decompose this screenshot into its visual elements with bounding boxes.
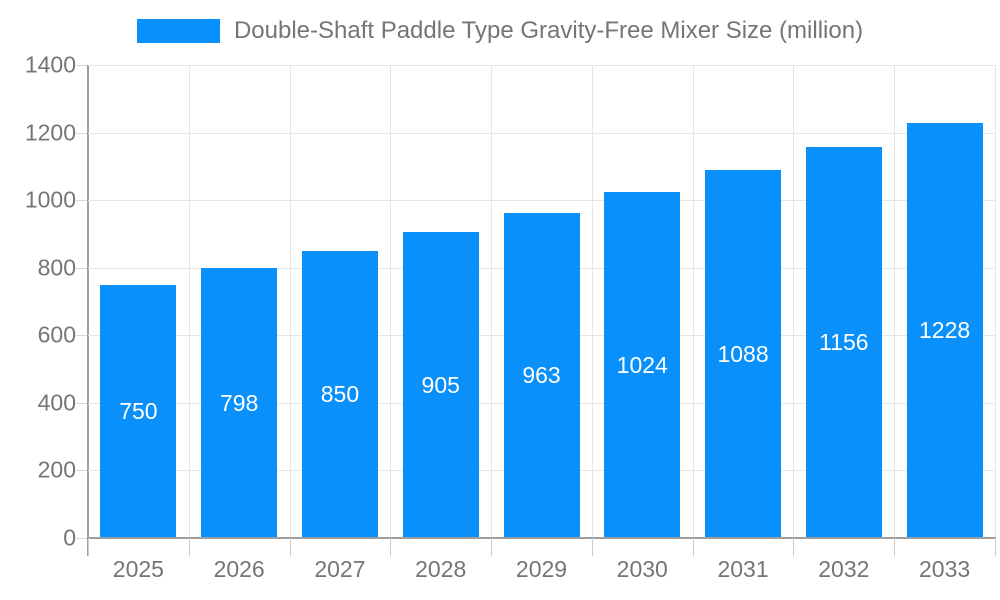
x-axis-tick-label: 2033 xyxy=(919,556,971,582)
x-axis-tick-label: 2028 xyxy=(415,556,467,582)
x-axis-tick xyxy=(289,538,291,556)
y-axis-tick-label: 0 xyxy=(63,524,76,551)
gridline xyxy=(793,65,795,538)
bar-2030[interactable]: 1024 xyxy=(604,192,681,538)
gridline xyxy=(390,65,392,538)
gridline xyxy=(188,65,190,538)
gridline xyxy=(88,132,995,134)
x-axis-tick-label: 2029 xyxy=(515,556,568,582)
y-axis-tick-label: 1000 xyxy=(24,186,76,213)
x-axis-tick xyxy=(591,538,593,556)
bar-2027[interactable]: 850 xyxy=(301,250,378,538)
x-axis-line xyxy=(87,537,996,539)
gridline xyxy=(692,65,694,538)
gridline xyxy=(995,65,996,538)
y-axis-tick-label: 600 xyxy=(37,321,76,348)
bar-value-label: 750 xyxy=(119,397,158,424)
y-axis-tick-label: 1400 xyxy=(24,51,76,78)
plot-area: 750 798 850 905 963 1024 1088 1156 1228 xyxy=(88,65,996,538)
x-axis-tick-label: 2026 xyxy=(213,556,265,582)
bar-2028[interactable]: 905 xyxy=(402,232,479,538)
x-axis-tick xyxy=(793,538,795,556)
bar-2033[interactable]: 1228 xyxy=(906,123,983,538)
x-axis-tick-label: 2030 xyxy=(616,556,668,582)
y-axis-tick xyxy=(76,65,87,66)
bar-2032[interactable]: 1156 xyxy=(805,147,882,538)
bar-2026[interactable]: 798 xyxy=(201,268,278,538)
x-axis-tick xyxy=(894,538,896,556)
legend-label: Double-Shaft Paddle Type Gravity-Free Mi… xyxy=(233,17,864,44)
x-axis-tick-label: 2025 xyxy=(112,556,164,582)
bar-value-label: 798 xyxy=(219,389,259,416)
x-axis-tick xyxy=(692,538,694,556)
gridline xyxy=(591,65,593,538)
gridline xyxy=(289,65,291,538)
y-axis-tick-label: 200 xyxy=(37,456,76,483)
bar-2025[interactable]: 750 xyxy=(100,284,177,538)
gridline xyxy=(88,65,995,66)
bar-value-label: 905 xyxy=(421,371,460,398)
y-axis-tick xyxy=(76,335,87,337)
y-axis-tick-label: 1200 xyxy=(24,119,76,146)
bar-value-label: 963 xyxy=(522,361,561,388)
y-axis-tick xyxy=(76,470,87,472)
bar-value-label: 1156 xyxy=(819,329,869,356)
legend-swatch xyxy=(136,19,220,43)
y-axis-tick xyxy=(76,538,87,539)
x-axis-tick xyxy=(995,538,996,556)
y-axis-tick-label: 800 xyxy=(37,254,76,281)
y-axis-line xyxy=(87,65,89,556)
x-axis-tick-label: 2031 xyxy=(717,556,769,582)
y-axis-tick xyxy=(76,402,87,404)
x-axis-tick xyxy=(390,538,392,556)
bar-2029[interactable]: 963 xyxy=(503,212,580,538)
y-axis-tick xyxy=(76,132,87,134)
gridline xyxy=(894,65,896,538)
x-axis-tick-label: 2032 xyxy=(818,556,870,582)
gridline xyxy=(491,65,493,538)
bar-value-label: 1228 xyxy=(919,317,971,344)
y-axis-tick xyxy=(76,267,87,269)
x-axis-tick xyxy=(88,538,89,556)
x-axis-tick-label: 2027 xyxy=(314,556,366,582)
gridline xyxy=(88,200,995,202)
bar-2031[interactable]: 1088 xyxy=(705,170,782,538)
bar-value-label: 1024 xyxy=(616,351,668,378)
bar-value-label: 1088 xyxy=(717,340,769,367)
bar-value-label: 850 xyxy=(320,380,360,407)
y-axis-tick xyxy=(76,200,87,202)
x-axis-tick xyxy=(188,538,190,556)
x-axis-tick xyxy=(491,538,493,556)
legend[interactable]: Double-Shaft Paddle Type Gravity-Free Mi… xyxy=(0,17,1000,45)
y-axis-tick-label: 400 xyxy=(37,389,76,416)
